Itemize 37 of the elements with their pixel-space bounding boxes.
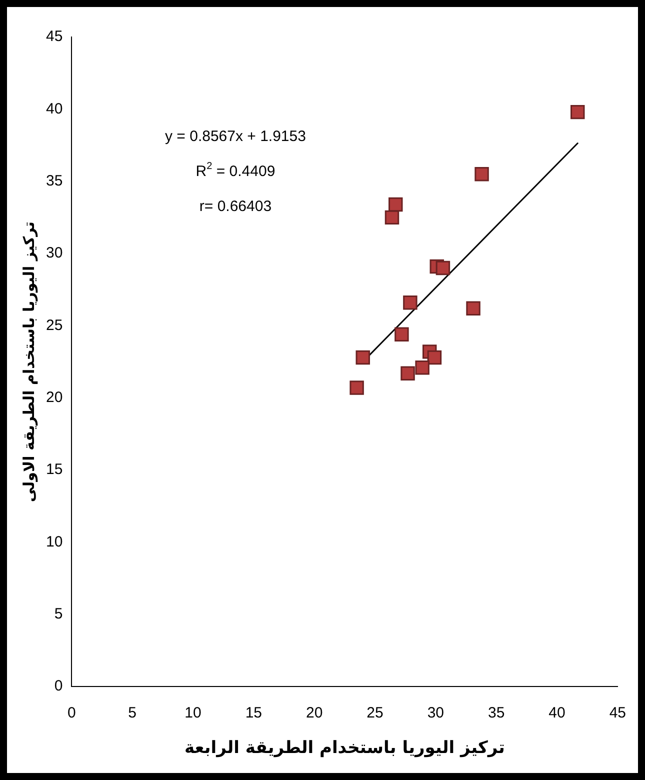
point — [403, 296, 418, 310]
point — [356, 350, 370, 365]
x-tick-label: 0 — [68, 704, 76, 722]
point — [474, 167, 489, 182]
x-tick-label: 5 — [128, 704, 137, 722]
point — [384, 210, 400, 225]
y-tick-label: 40 — [46, 100, 63, 118]
point — [436, 260, 450, 276]
x-tick-label: 40 — [548, 704, 566, 722]
y-tick-label: 30 — [46, 244, 63, 262]
x-tick-label: 10 — [184, 704, 202, 722]
y-axis-title: تركيز اليوريا باستخدام الطريقة الاولى — [20, 221, 38, 502]
y-tick-label: 15 — [46, 461, 63, 478]
point — [388, 197, 403, 212]
x-tick-label: 25 — [366, 704, 384, 722]
y-tick-label: 35 — [46, 172, 63, 190]
annotation: r= 0.66403 — [199, 198, 272, 215]
point — [394, 327, 409, 342]
point — [427, 350, 442, 365]
x-axis-title: تركيز اليوريا باستخدام الطريقة الرابعة — [184, 738, 505, 758]
point — [570, 104, 585, 120]
point — [400, 366, 415, 380]
x-tick-label: 35 — [488, 704, 505, 722]
annotation: y = 0.8567x + 1.9153 — [165, 128, 306, 145]
x-tick-label: 15 — [245, 704, 262, 722]
y-tick-label: 20 — [46, 389, 63, 406]
y-tick-label: 10 — [46, 533, 63, 550]
y-tick-label: 25 — [46, 316, 63, 334]
y-tick-label: 0 — [54, 678, 63, 695]
y-tick-label: 5 — [54, 606, 63, 623]
x-tick-label: 30 — [427, 704, 444, 722]
point — [466, 301, 480, 316]
y-tick-label: 45 — [46, 28, 63, 46]
point — [350, 380, 364, 395]
point — [415, 360, 430, 375]
x-tick-label: 45 — [609, 704, 626, 722]
x-tick-label: 20 — [306, 704, 323, 722]
